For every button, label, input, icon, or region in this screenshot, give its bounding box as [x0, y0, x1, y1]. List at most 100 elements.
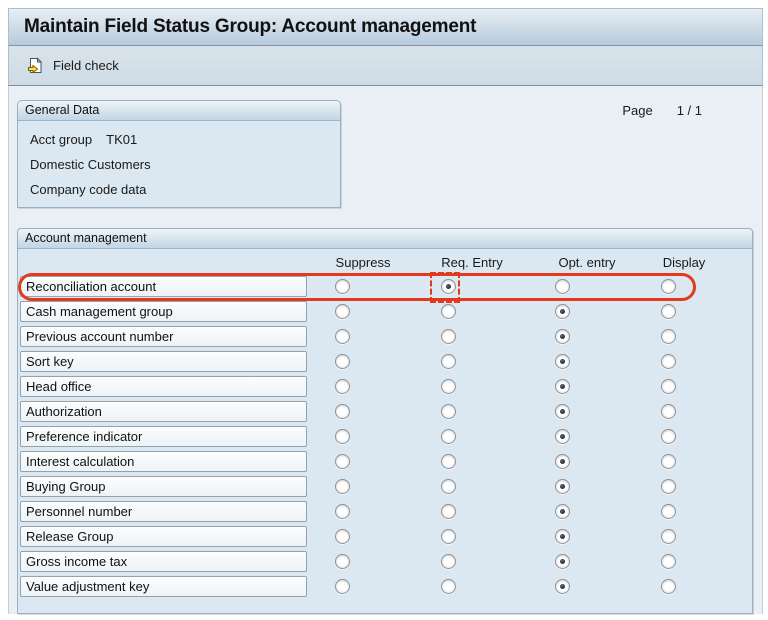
title-bar: Maintain Field Status Group: Account man…: [8, 8, 763, 46]
radio-opt-entry-selected[interactable]: [555, 479, 570, 494]
radio-opt-entry-selected[interactable]: [555, 354, 570, 369]
radio-opt-entry-selected[interactable]: [555, 529, 570, 544]
general-data-panel-body: Acct group TK01 Domestic Customers Compan…: [18, 121, 340, 202]
radio-req-entry[interactable]: [441, 504, 456, 519]
radio-display[interactable]: [661, 504, 676, 519]
radio-opt-entry-selected[interactable]: [555, 429, 570, 444]
radio-opt-entry-selected[interactable]: [555, 304, 570, 319]
radio-opt-entry-selected[interactable]: [555, 579, 570, 594]
radio-opt-entry-selected[interactable]: [555, 379, 570, 394]
radio-display[interactable]: [661, 554, 676, 569]
page-label: Page: [622, 103, 653, 118]
radio-display[interactable]: [661, 379, 676, 394]
page-title: Maintain Field Status Group: Account man…: [24, 16, 477, 37]
field-check-icon: [27, 57, 44, 74]
radio-req-entry[interactable]: [441, 454, 456, 469]
radio-req-entry[interactable]: [441, 354, 456, 369]
field-status-rows: Reconciliation account Cash management gr…: [18, 272, 752, 600]
radio-display[interactable]: [661, 354, 676, 369]
application-toolbar: Field check: [8, 46, 763, 86]
row-label-reconciliation-account: Reconciliation account: [20, 276, 307, 297]
radio-suppress[interactable]: [335, 354, 350, 369]
row-label-gross-income-tax: Gross income tax: [20, 551, 307, 572]
table-row: Cash management group: [18, 300, 752, 325]
radio-opt-entry-selected[interactable]: [555, 504, 570, 519]
radio-display[interactable]: [661, 329, 676, 344]
radio-suppress[interactable]: [335, 379, 350, 394]
radio-req-entry[interactable]: [441, 579, 456, 594]
radio-suppress[interactable]: [335, 479, 350, 494]
row-label-buying-group: Buying Group: [20, 476, 307, 497]
radio-suppress[interactable]: [335, 579, 350, 594]
row-label-interest-calculation: Interest calculation: [20, 451, 307, 472]
radio-suppress[interactable]: [335, 279, 350, 294]
column-header-req-entry: Req. Entry: [441, 255, 503, 270]
radio-suppress[interactable]: [335, 554, 350, 569]
column-header-suppress: Suppress: [335, 255, 391, 270]
radio-opt-entry-selected[interactable]: [555, 554, 570, 569]
radio-opt-entry-selected[interactable]: [555, 454, 570, 469]
acct-group-label: Acct group: [30, 132, 93, 147]
table-row: Head office: [18, 375, 752, 400]
radio-opt-entry-selected[interactable]: [555, 404, 570, 419]
table-row: Gross income tax: [18, 550, 752, 575]
radio-suppress[interactable]: [335, 404, 350, 419]
radio-suppress[interactable]: [335, 429, 350, 444]
radio-display[interactable]: [661, 304, 676, 319]
column-headers-row: Suppress Req. Entry Opt. entry Display: [18, 249, 752, 275]
radio-suppress[interactable]: [335, 304, 350, 319]
table-row: Reconciliation account: [18, 272, 752, 303]
general-data-panel-title: General Data: [18, 101, 340, 121]
radio-req-entry[interactable]: [441, 529, 456, 544]
row-label-head-office: Head office: [20, 376, 307, 397]
row-label-sort-key: Sort key: [20, 351, 307, 372]
row-label-release-group: Release Group: [20, 526, 307, 547]
row-label-personnel-number: Personnel number: [20, 501, 307, 522]
table-row: Interest calculation: [18, 450, 752, 475]
sap-window: Maintain Field Status Group: Account man…: [8, 8, 763, 614]
field-check-button[interactable]: Field check: [21, 54, 125, 77]
radio-req-entry[interactable]: [441, 429, 456, 444]
radio-suppress[interactable]: [335, 504, 350, 519]
field-check-label: Field check: [53, 58, 119, 73]
data-area-description: Company code data: [30, 182, 147, 197]
radio-req-entry[interactable]: [441, 404, 456, 419]
radio-req-entry[interactable]: [441, 479, 456, 494]
radio-req-entry-selected[interactable]: [441, 279, 456, 294]
radio-req-entry[interactable]: [441, 329, 456, 344]
radio-req-entry[interactable]: [441, 554, 456, 569]
table-row: Buying Group: [18, 475, 752, 500]
acct-group-line: Acct group TK01: [30, 127, 340, 152]
radio-display[interactable]: [661, 429, 676, 444]
account-management-panel: Account management Suppress Req. Entry Opt…: [17, 228, 753, 614]
table-row: Previous account number: [18, 325, 752, 350]
radio-opt-entry[interactable]: [555, 279, 570, 294]
radio-suppress[interactable]: [335, 329, 350, 344]
radio-display[interactable]: [661, 479, 676, 494]
radio-display[interactable]: [661, 579, 676, 594]
radio-suppress[interactable]: [335, 529, 350, 544]
radio-req-entry[interactable]: [441, 379, 456, 394]
table-row: Release Group: [18, 525, 752, 550]
row-label-preference-indicator: Preference indicator: [20, 426, 307, 447]
table-row: Value adjustment key: [18, 575, 752, 600]
column-header-display: Display: [662, 255, 706, 270]
radio-display[interactable]: [661, 529, 676, 544]
radio-display[interactable]: [661, 454, 676, 469]
general-data-panel: General Data Acct group TK01 Domestic Cus…: [17, 100, 341, 208]
column-header-opt-entry: Opt. entry: [558, 255, 616, 270]
table-row: Preference indicator: [18, 425, 752, 450]
account-management-panel-title: Account management: [18, 229, 752, 249]
radio-display[interactable]: [661, 279, 676, 294]
table-row: Authorization: [18, 400, 752, 425]
row-label-authorization: Authorization: [20, 401, 307, 422]
acct-group-value: TK01: [106, 132, 138, 147]
account-group-description: Domestic Customers: [30, 157, 151, 172]
content-area: Page 1 / 1 General Data Acct group TK01 D…: [8, 86, 763, 614]
radio-display[interactable]: [661, 404, 676, 419]
table-row: Personnel number: [18, 500, 752, 525]
radio-suppress[interactable]: [335, 454, 350, 469]
page-value: 1 / 1: [676, 103, 702, 118]
radio-opt-entry-selected[interactable]: [555, 329, 570, 344]
radio-req-entry[interactable]: [441, 304, 456, 319]
